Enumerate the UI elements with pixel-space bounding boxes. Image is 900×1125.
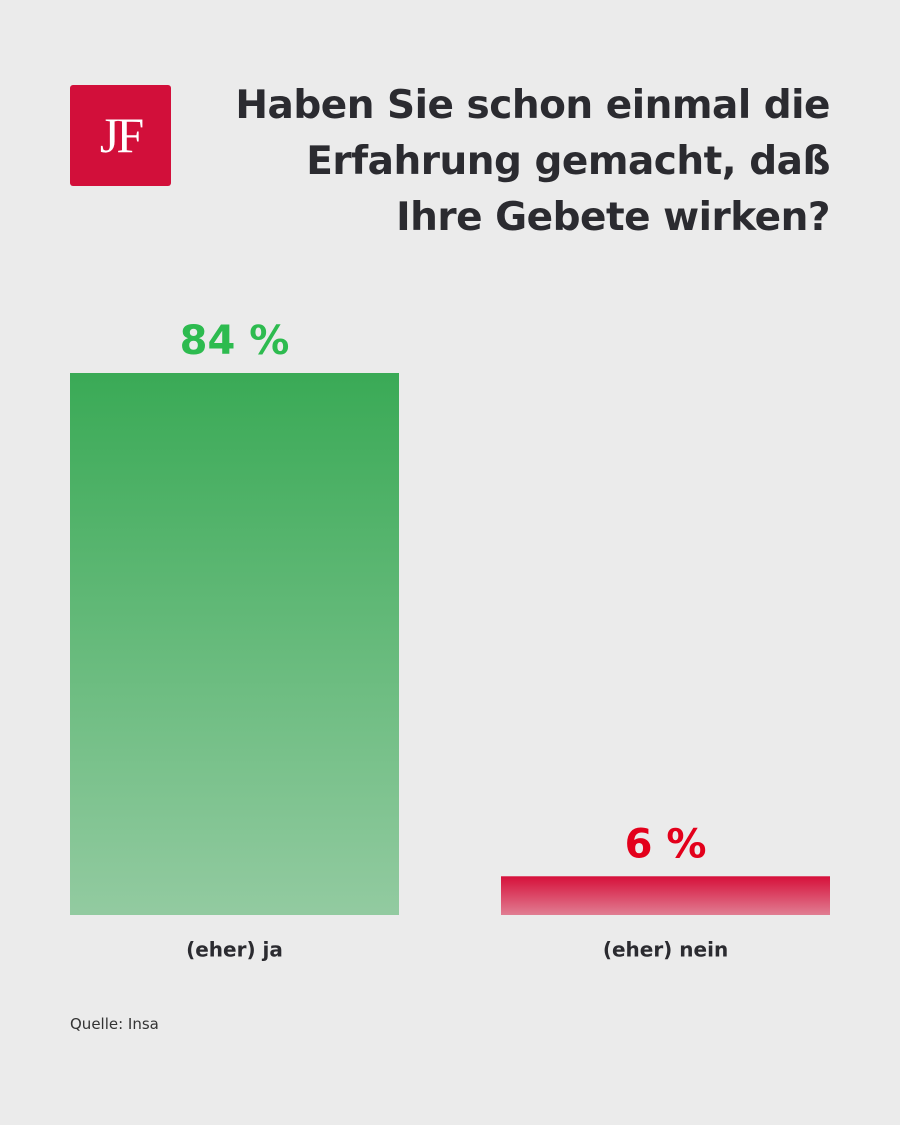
value-label: 84 %: [180, 318, 290, 364]
x-tick-label: (eher) nein: [603, 938, 728, 962]
chart-title: Haben Sie schon einmal die Erfahrung gem…: [235, 83, 830, 240]
x-tick-label: (eher) ja: [186, 938, 283, 962]
bar: [70, 373, 399, 915]
bar: [501, 876, 830, 915]
value-label: 6 %: [625, 821, 707, 867]
source: Quelle: Insa: [70, 1015, 159, 1033]
logo: JF: [70, 85, 171, 186]
